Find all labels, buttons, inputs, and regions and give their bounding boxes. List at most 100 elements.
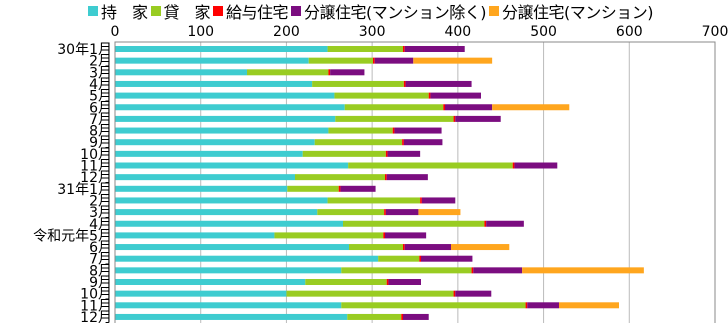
- bar-segment-series-2: [403, 46, 405, 52]
- bar-segment-series-2: [401, 313, 403, 320]
- category-label: 6月: [89, 240, 112, 256]
- legend-swatch-condominiums: [489, 6, 500, 16]
- legend-swatch-company-housing: [213, 6, 224, 16]
- category-label: 7月: [89, 252, 112, 268]
- bar-segment-series-0: [115, 197, 328, 204]
- bar-segment-series-1: [247, 69, 329, 76]
- category-label: 2月: [89, 193, 112, 209]
- legend-item-owned: 持 家: [88, 0, 148, 23]
- bar-segment-series-2: [403, 244, 405, 251]
- bar-segment-series-0: [115, 92, 335, 99]
- bar-segment-series-2: [512, 162, 515, 169]
- bar-segment-series-1: [274, 232, 384, 239]
- bar-segment-series-1: [317, 209, 385, 216]
- category-label: 4月: [89, 77, 112, 93]
- bar-segment-series-1: [341, 302, 526, 309]
- bar-segment-series-2: [384, 209, 386, 216]
- bar-segment-series-0: [115, 290, 287, 297]
- bar-segment-series-3: [527, 302, 559, 309]
- bar-segment-series-2: [525, 302, 528, 309]
- bar-segment-series-2: [428, 92, 431, 99]
- category-label: 11月: [80, 298, 112, 314]
- bar-segment-series-0: [115, 302, 342, 309]
- legend-label-company-housing: 給与住宅: [226, 3, 289, 22]
- bar-segment-series-1: [305, 279, 387, 285]
- legend-label-for-sale-houses: 分譲住宅(マンション除く): [304, 3, 487, 22]
- bar-segment-series-3: [387, 150, 421, 157]
- category-label: 9月: [89, 275, 112, 291]
- category-label: 令和元年5月: [33, 228, 112, 244]
- bar-segment-series-0: [115, 209, 318, 216]
- bar-segment-series-4: [522, 267, 644, 274]
- legend-swatch-for-sale-houses: [291, 6, 302, 16]
- category-label: 5月: [89, 89, 112, 105]
- category-label: 3月: [89, 205, 112, 221]
- bar-segment-series-3: [403, 139, 443, 146]
- bar-segment-series-3: [403, 313, 429, 320]
- bar-segment-series-3: [421, 255, 473, 262]
- bar-segment-series-0: [115, 267, 342, 274]
- category-label: 10月: [80, 147, 112, 163]
- legend-item-for-sale-houses: 分譲住宅(マンション除く): [291, 0, 487, 23]
- bar-segment-series-1: [286, 290, 454, 297]
- bar-segment-series-1: [308, 57, 373, 64]
- category-label: 3月: [89, 65, 112, 81]
- bar-segment-series-2: [443, 104, 445, 111]
- category-label: 7月: [89, 112, 112, 128]
- bar-segment-series-3: [404, 244, 451, 251]
- x-tick-label: 400: [444, 24, 471, 40]
- bar-segment-series-0: [115, 115, 336, 122]
- legend: 持 家 貸 家 給与住宅 分譲住宅(マンション除く) 分譲住宅(マンション): [88, 0, 656, 22]
- bar-segment-series-3: [385, 209, 419, 216]
- bar-segment-series-3: [430, 92, 481, 99]
- x-axis-ticks: 0 100 200 300 400 500 600 700: [111, 24, 728, 40]
- bar-segment-series-1: [343, 220, 485, 227]
- bar-segment-series-2: [420, 197, 422, 204]
- x-tick-label: 700: [702, 24, 728, 40]
- legend-label-condominiums: 分譲住宅(マンション): [502, 3, 654, 22]
- bar-segment-series-1: [344, 104, 444, 111]
- bar-segment-series-1: [348, 162, 513, 169]
- bar-segment-series-4: [418, 209, 461, 216]
- bar-segment-series-2: [328, 69, 331, 76]
- bar-segment-series-3: [404, 46, 465, 52]
- bar-segment-series-1: [287, 185, 339, 192]
- legend-item-company-housing: 給与住宅: [213, 0, 289, 23]
- bar-segment-series-2: [383, 232, 385, 239]
- x-tick-label: 200: [273, 24, 300, 40]
- bar-segment-series-0: [115, 80, 313, 87]
- bar-segment-series-3: [388, 279, 421, 285]
- x-tick-label: 0: [111, 24, 120, 40]
- bar-segment-series-1: [327, 197, 421, 204]
- bar-segment-series-1: [302, 150, 386, 157]
- bar-segment-series-0: [115, 69, 247, 76]
- bar-segment-series-0: [115, 104, 345, 111]
- category-label: 12月: [80, 170, 112, 186]
- category-label: 31年1月: [57, 182, 112, 198]
- bar-segment-series-1: [378, 255, 420, 262]
- bar-segment-series-0: [115, 244, 349, 251]
- bar-segment-series-0: [115, 279, 306, 285]
- legend-item-rental: 貸 家: [150, 0, 211, 23]
- bar-segment-series-0: [115, 162, 349, 169]
- y-axis-categories: 30年1月2月3月4月5月6月7月8月9月10月11月12月31年1月2月3月4…: [33, 42, 112, 323]
- bar-segment-series-0: [115, 127, 329, 134]
- legend-swatch-rental: [150, 6, 161, 16]
- bar-segment-series-1: [347, 313, 402, 320]
- bar-segment-series-3: [340, 185, 376, 192]
- bar-segment-series-4: [413, 57, 493, 64]
- legend-label-owned: 持 家: [101, 3, 148, 22]
- bar-segment-series-2: [419, 255, 421, 262]
- bar-segment-series-2: [392, 127, 395, 134]
- bar-segment-series-1: [295, 174, 385, 181]
- bars: [115, 46, 644, 320]
- bar-segment-series-3: [385, 232, 427, 239]
- bar-segment-series-2: [471, 267, 474, 274]
- bar-segment-series-3: [330, 69, 365, 76]
- category-label: 2月: [89, 54, 112, 70]
- bar-segment-series-2: [402, 139, 404, 146]
- bar-segment-series-3: [374, 57, 414, 64]
- bar-segment-series-0: [115, 139, 315, 146]
- bar-segment-series-2: [403, 80, 406, 87]
- bar-segment-series-3: [405, 80, 472, 87]
